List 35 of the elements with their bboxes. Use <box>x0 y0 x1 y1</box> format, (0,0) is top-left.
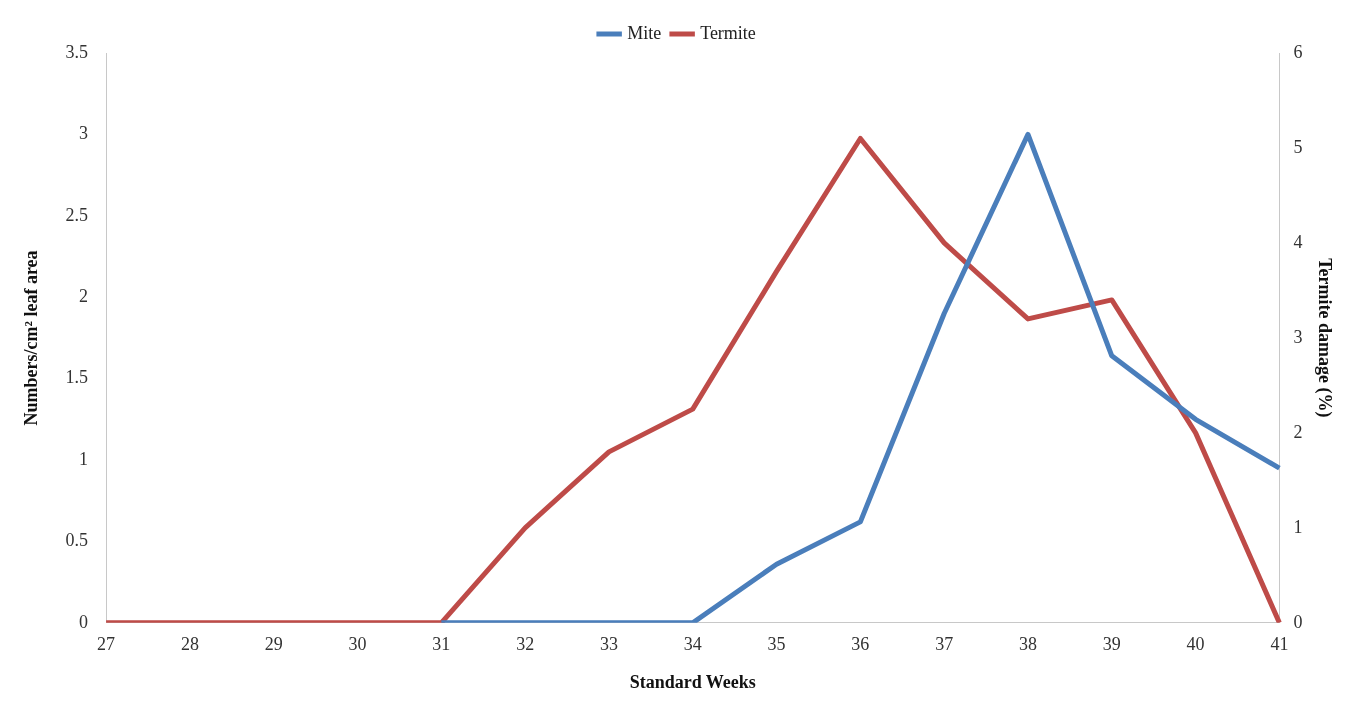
y-axis-title: Numbers/cm² leaf area <box>21 250 42 426</box>
y2-tick-label: 2 <box>1293 421 1303 442</box>
x-tick-label: 30 <box>348 634 367 655</box>
y2-tick-label: 1 <box>1293 516 1303 537</box>
x-tick-label: 39 <box>1102 634 1121 655</box>
y-tick-label: 3 <box>79 123 89 144</box>
x-tick-label: 41 <box>1270 634 1289 655</box>
x-tick-label: 35 <box>767 634 786 655</box>
y-tick-label: 1.5 <box>65 367 89 388</box>
legend-label: Mite <box>627 22 662 43</box>
y2-tick-label: 3 <box>1293 326 1303 347</box>
y-tick-label: 0 <box>79 611 89 632</box>
x-axis-title: Standard Weeks <box>629 671 756 692</box>
y-tick-label: 3.5 <box>65 41 89 62</box>
y2-tick-label: 0 <box>1293 611 1303 632</box>
x-tick-label: 32 <box>516 634 535 655</box>
x-tick-label: 29 <box>264 634 283 655</box>
x-tick-label: 34 <box>683 634 702 655</box>
x-tick-label: 36 <box>851 634 870 655</box>
y-tick-label: 2.5 <box>65 204 89 225</box>
legend-label: Termite <box>700 22 756 43</box>
y-tick-label: 2 <box>79 285 89 306</box>
x-tick-label: 31 <box>432 634 451 655</box>
x-tick-label: 40 <box>1186 634 1205 655</box>
x-tick-label: 33 <box>599 634 618 655</box>
y-tick-label: 0.5 <box>65 530 89 551</box>
x-tick-label: 37 <box>935 634 954 655</box>
y2-tick-label: 5 <box>1293 136 1303 157</box>
y2-tick-label: 4 <box>1293 231 1303 252</box>
y2-axis-title: Termite damage (%) <box>1313 258 1335 418</box>
x-tick-label: 38 <box>1018 634 1037 655</box>
x-tick-label: 28 <box>180 634 199 655</box>
y2-tick-label: 6 <box>1293 41 1303 62</box>
y-tick-label: 1 <box>79 448 89 469</box>
x-tick-label: 27 <box>97 634 116 655</box>
